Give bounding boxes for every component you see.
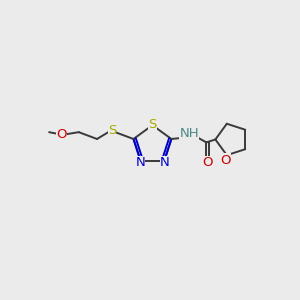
Text: S: S [148, 118, 157, 131]
Text: O: O [56, 128, 67, 141]
Text: O: O [202, 156, 213, 169]
Text: S: S [108, 124, 116, 137]
Text: N: N [160, 156, 169, 169]
Text: NH: NH [180, 127, 199, 140]
Text: O: O [220, 154, 231, 166]
Text: N: N [135, 156, 145, 169]
